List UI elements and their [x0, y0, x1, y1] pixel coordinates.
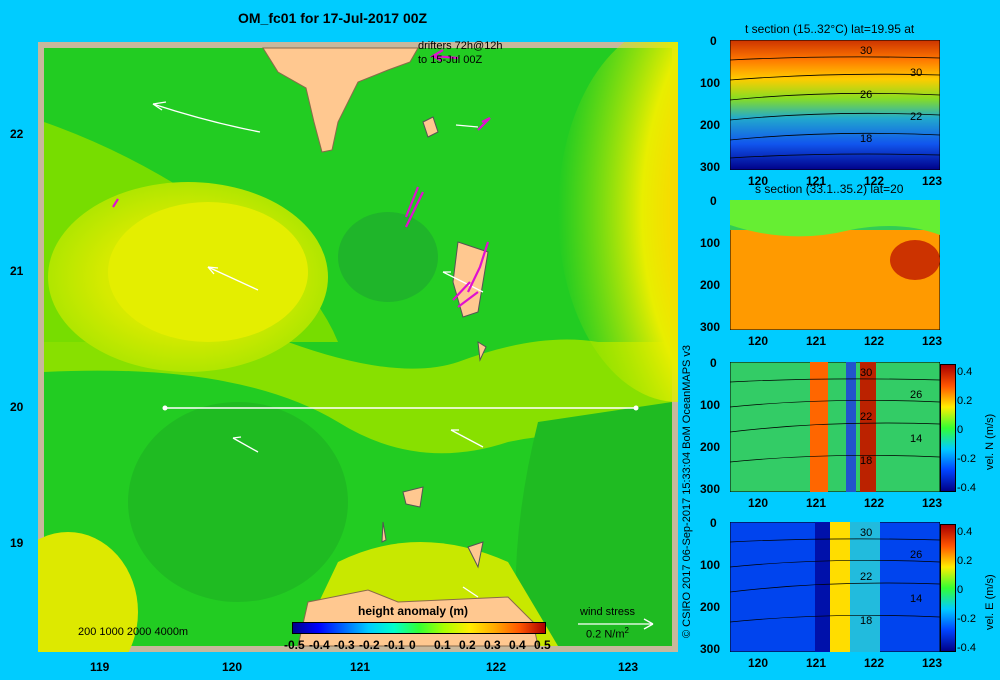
lon-tick: 122	[486, 660, 507, 674]
section-x-tick: 120	[748, 656, 769, 670]
depth-contour-legend: 200 1000 2000 4000m	[78, 626, 189, 638]
section-x-tick: 121	[806, 496, 827, 510]
section-y-tick: 0	[710, 34, 717, 48]
panel-title: t section (15..32°C) lat=19.95 at	[745, 22, 915, 36]
lat-tick: 21	[10, 264, 24, 278]
section-y-tick: 0	[710, 356, 717, 370]
section-x-tick: 122	[864, 656, 885, 670]
vel-colorbar-tick: 0.2	[957, 395, 973, 407]
section-x-tick: 121	[806, 656, 827, 670]
section-x-tick: 122	[864, 174, 885, 188]
section-x-tick: 121	[806, 174, 827, 188]
vel-n-label: vel. N (m/s)	[984, 413, 996, 470]
section-y-tick: 100	[700, 558, 721, 572]
vel-colorbar-tick: 0	[957, 584, 964, 596]
contour-label: 18	[860, 455, 873, 467]
section-x-tick: 120	[748, 334, 769, 348]
section-x-tick: 123	[922, 656, 943, 670]
credit-text: © CSIRO 2017 06-Sep-2017 15:33:04 BoM Oc…	[681, 344, 693, 638]
contour-label: 26	[860, 89, 873, 101]
section-y-tick: 200	[700, 278, 721, 292]
drifters-label-line2: to 15-Jul 00Z	[418, 54, 483, 66]
section-x-tick: 122	[864, 496, 885, 510]
contour-label: 26	[910, 389, 923, 401]
lat-tick: 20	[10, 400, 24, 414]
section-y-tick: 200	[700, 440, 721, 454]
section-x-tick: 123	[922, 334, 943, 348]
vel-colorbar-tick: 0	[957, 424, 964, 436]
contour-label: 14	[910, 593, 923, 605]
section-y-tick: 100	[700, 76, 721, 90]
section-x-tick: 121	[806, 334, 827, 348]
panel-title: s section (33.1..35.2) lat=20	[755, 182, 904, 196]
sea-level-map	[38, 42, 678, 652]
colorbar-tick: 0.3	[484, 638, 501, 652]
contour-label: 14	[910, 433, 923, 445]
section-y-tick: 300	[700, 320, 721, 334]
colorbar-tick: -0.5	[284, 638, 305, 652]
drifters-label-line1: drifters 72h@12h	[418, 40, 503, 52]
colorbar-tick: -0.1	[384, 638, 405, 652]
section-y-tick: 200	[700, 118, 721, 132]
colorbar-tick: -0.3	[334, 638, 355, 652]
vel-colorbar-tick: 0.4	[957, 366, 973, 378]
contour-label: 18	[860, 615, 873, 627]
vel-colorbar-tick: 0.2	[957, 555, 973, 567]
colorbar-tick: -0.4	[309, 638, 330, 652]
contour-label: 22	[910, 111, 923, 123]
section-x-tick: 123	[922, 174, 943, 188]
section-x-tick: 120	[748, 496, 769, 510]
contour-label: 30	[910, 67, 923, 79]
colorbar-tick: 0.1	[434, 638, 451, 652]
lat-tick: 19	[10, 536, 24, 550]
section-x-tick: 122	[864, 334, 885, 348]
salinity-section	[730, 200, 940, 330]
vel-e-label: vel. E (m/s)	[984, 574, 996, 630]
vel-colorbar-tick: 0.4	[957, 526, 973, 538]
contour-label: 30	[860, 45, 873, 57]
map-title: OM_fc01 for 17-Jul-2017 00Z	[238, 10, 428, 26]
wind-stress-scale: 0.2 N/m2	[586, 626, 629, 641]
vel-colorbar-tick: -0.4	[957, 482, 976, 494]
wind-stress-label: wind stress	[580, 606, 636, 618]
colorbar-tick: 0.2	[459, 638, 476, 652]
lon-tick: 119	[90, 660, 110, 674]
height-anomaly-colorbar	[292, 622, 546, 634]
contour-label: 26	[910, 549, 923, 561]
section-y-tick: 300	[700, 642, 721, 656]
section-x-tick: 123	[922, 496, 943, 510]
contour-label: 22	[860, 571, 873, 583]
lon-tick: 120	[222, 660, 243, 674]
colorbar-tick: 0	[409, 638, 416, 652]
colorbar-tick: 0.4	[509, 638, 526, 652]
section-x-tick: 120	[748, 174, 769, 188]
colorbar-tick: 0.5	[534, 638, 551, 652]
lon-tick: 123	[618, 660, 639, 674]
contour-label: 18	[860, 133, 873, 145]
contour-label: 30	[860, 367, 873, 379]
section-y-tick: 300	[700, 160, 721, 174]
colorbar-title: height anomaly (m)	[358, 604, 469, 618]
contour-label: 30	[860, 527, 873, 539]
vel-colorbar-tick: -0.4	[957, 642, 976, 654]
east-velocity-section	[730, 522, 940, 652]
section-y-tick: 100	[700, 236, 721, 250]
section-y-tick: 100	[700, 398, 721, 412]
lat-tick: 22	[10, 127, 24, 141]
vel-colorbar-tick: -0.2	[957, 613, 976, 625]
section-y-tick: 200	[700, 600, 721, 614]
lon-tick: 121	[350, 660, 371, 674]
section-y-tick: 0	[710, 516, 717, 530]
vel-n-colorbar	[940, 364, 956, 492]
vel-colorbar-tick: -0.2	[957, 453, 976, 465]
section-y-tick: 300	[700, 482, 721, 496]
contour-label: 22	[860, 411, 873, 423]
temperature-section	[730, 40, 940, 170]
vel-e-colorbar	[940, 524, 956, 652]
colorbar-tick: -0.2	[359, 638, 380, 652]
section-y-tick: 0	[710, 194, 717, 208]
north-velocity-section	[730, 362, 940, 492]
wind-stress-scale-exponent: 2	[624, 626, 629, 635]
